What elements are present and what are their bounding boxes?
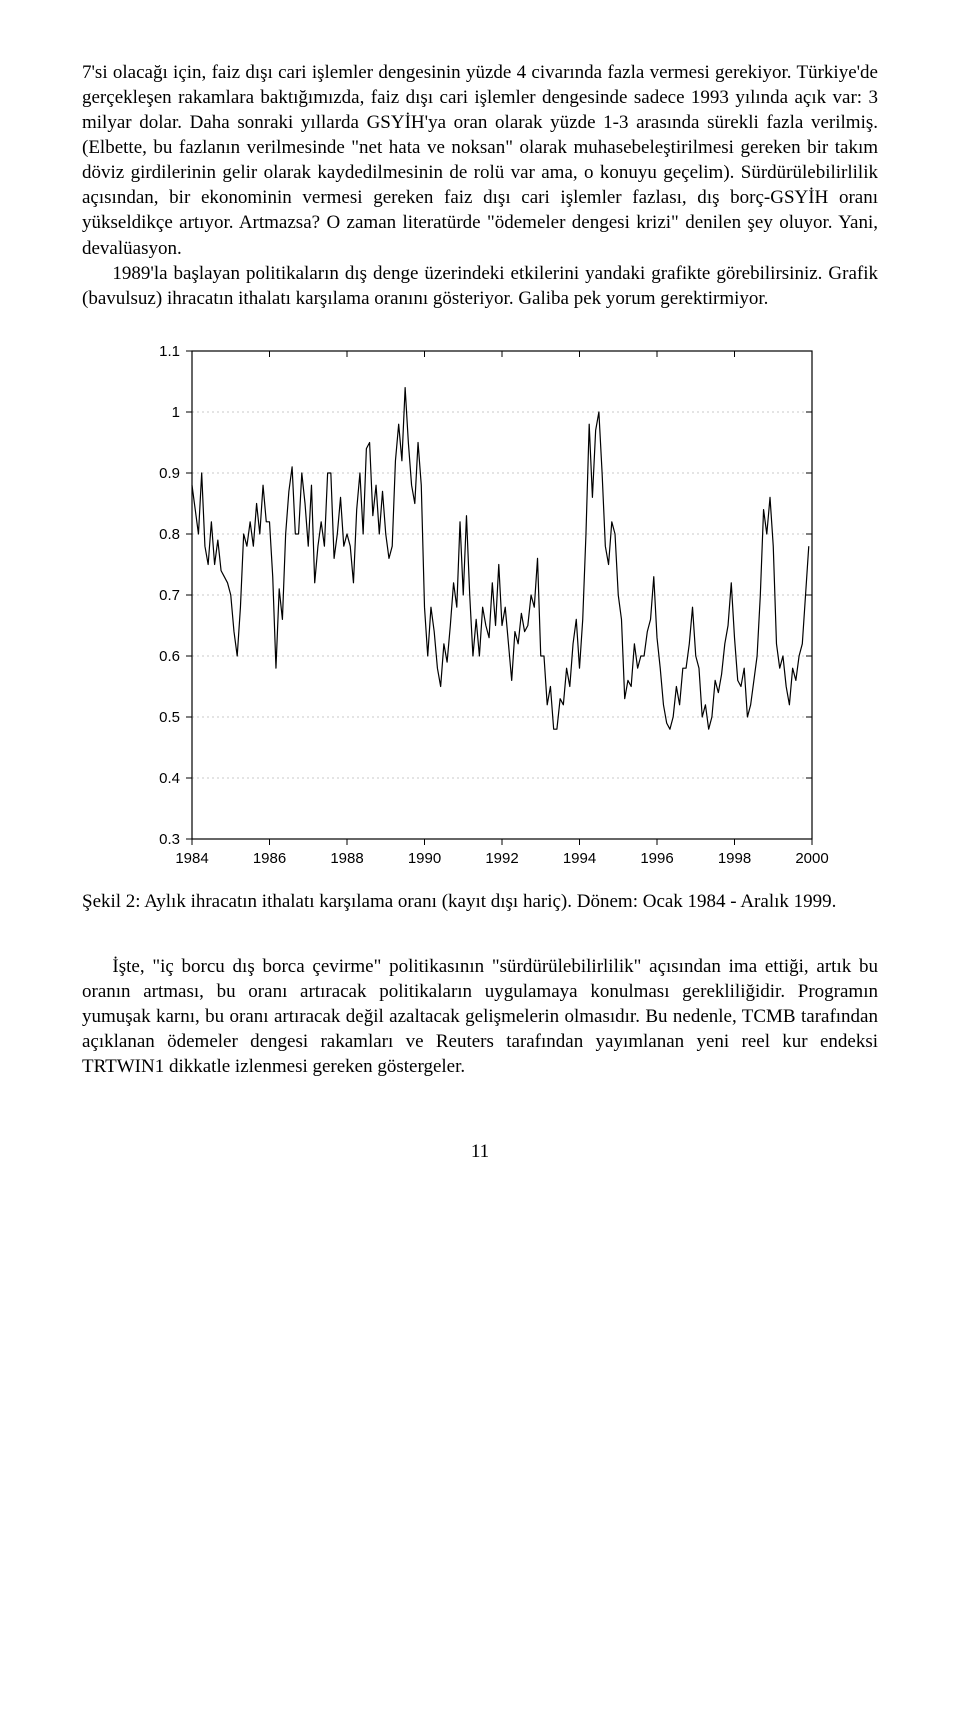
svg-text:1992: 1992	[485, 850, 518, 867]
body-paragraph-1: 7'si olacağı için, faiz dışı cari işleml…	[82, 60, 878, 261]
svg-text:0.3: 0.3	[159, 831, 180, 848]
svg-text:1994: 1994	[563, 850, 596, 867]
svg-text:1998: 1998	[718, 850, 751, 867]
svg-text:0.9: 0.9	[159, 465, 180, 482]
svg-text:1986: 1986	[253, 850, 286, 867]
svg-text:1988: 1988	[330, 850, 363, 867]
figure-2-chart: 1984 1986 1988 1990 1992 1994 1996 1998 2000 0.3 0…	[130, 339, 830, 879]
line-chart-svg: 1984 1986 1988 1990 1992 1994 1996 1998 2000 0.3 0…	[130, 339, 830, 879]
svg-text:0.5: 0.5	[159, 709, 180, 726]
svg-text:0.6: 0.6	[159, 648, 180, 665]
svg-text:0.8: 0.8	[159, 526, 180, 543]
svg-text:1990: 1990	[408, 850, 441, 867]
svg-text:0.7: 0.7	[159, 587, 180, 604]
figure-2-caption: Şekil 2: Aylık ihracatın ithalatı karşıl…	[82, 889, 878, 914]
svg-text:1996: 1996	[640, 850, 673, 867]
svg-text:1984: 1984	[175, 850, 208, 867]
svg-text:1.1: 1.1	[159, 343, 180, 360]
body-paragraph-3: İşte, "iç borcu dış borca çevirme" polit…	[82, 954, 878, 1079]
body-paragraph-2: 1989'la başlayan politikaların dış denge…	[82, 261, 878, 311]
svg-text:1: 1	[172, 404, 180, 421]
svg-text:2000: 2000	[795, 850, 828, 867]
page-number: 11	[82, 1139, 878, 1164]
svg-text:0.4: 0.4	[159, 770, 180, 787]
